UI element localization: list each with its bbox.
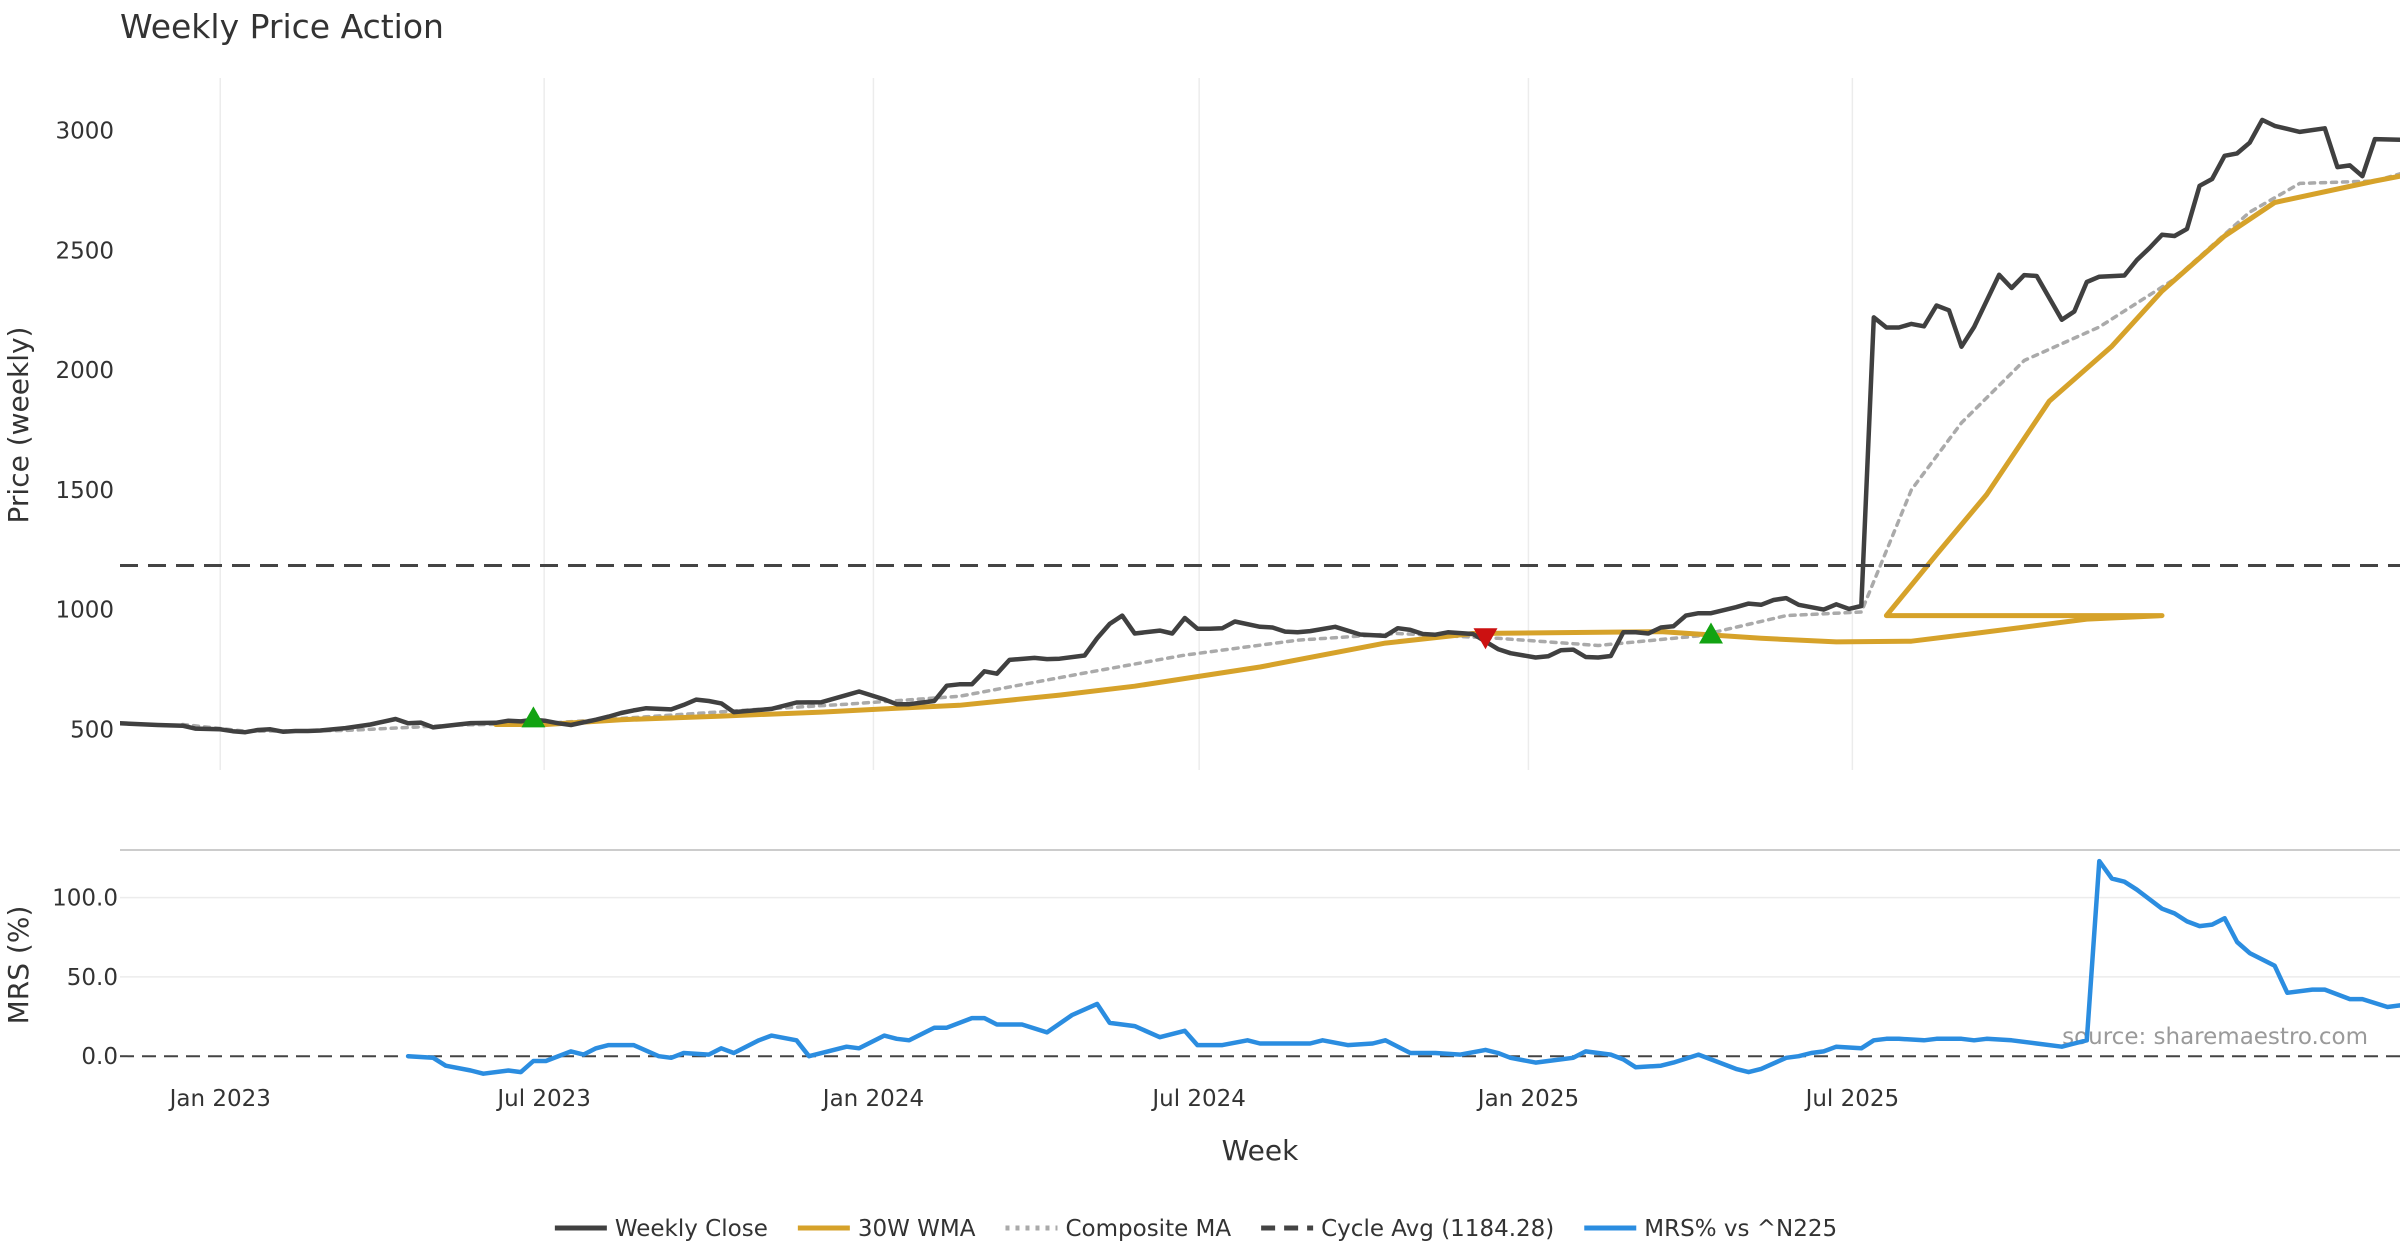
x-tick-label: Jan 2025 [1476,1086,1579,1112]
legend-label: 30W WMA [858,1216,976,1242]
x-tick-label: Jan 2023 [168,1086,271,1112]
series-line-mrs [405,858,2400,1076]
chart-title: Weekly Price Action [120,7,444,46]
price-y-tick-label: 2500 [55,238,114,264]
x-tick-label: Jul 2025 [1804,1086,1900,1112]
mrs-series-group [120,858,2400,1076]
mrs-y-tick-label: 50.0 [67,965,118,991]
buy-signal-marker [1698,622,1723,644]
price-y-tick-label: 1000 [55,598,114,624]
mrs-y-tick-label: 100.0 [52,886,118,912]
series-line-composite-ma [180,172,2400,733]
legend-label: Weekly Close [615,1216,768,1242]
legend-label: MRS% vs ^N225 [1644,1216,1837,1242]
price-y-tick-label: 500 [70,717,114,743]
x-tick-label: Jul 2023 [495,1086,591,1112]
price-y-tick-label: 2000 [55,358,114,384]
chart-marks: 500 1000 1500 2000 2500 3000 0.0 50.0 100.0 Jan 2… [52,78,2400,1242]
price-series-group [120,117,2400,735]
mrs-y-tick-label: 0.0 [81,1044,118,1070]
price-y-tick-label: 1500 [55,478,114,504]
legend-label: Composite MA [1065,1216,1231,1242]
series-line-30w-wma [493,173,2400,727]
mrs-axis-title: MRS (%) [2,906,35,1025]
legend-label: Cycle Avg (1184.28) [1321,1216,1554,1242]
x-tick-label: Jan 2024 [821,1086,924,1112]
x-tick-label: Jul 2024 [1150,1086,1246,1112]
price-y-tick-label: 3000 [55,119,114,145]
x-axis-title: Week [1222,1134,1299,1167]
sell-signal-marker [1473,628,1498,650]
series-line-weekly-close [120,117,2400,735]
price-axis-title: Price (weekly) [2,327,35,524]
legend: Weekly Close 30W WMA Composite MA Cycle Avg… [554,1216,1837,1242]
source-watermark: source: sharemaestro.com [2062,1024,2368,1050]
buy-signal-marker [521,706,546,728]
